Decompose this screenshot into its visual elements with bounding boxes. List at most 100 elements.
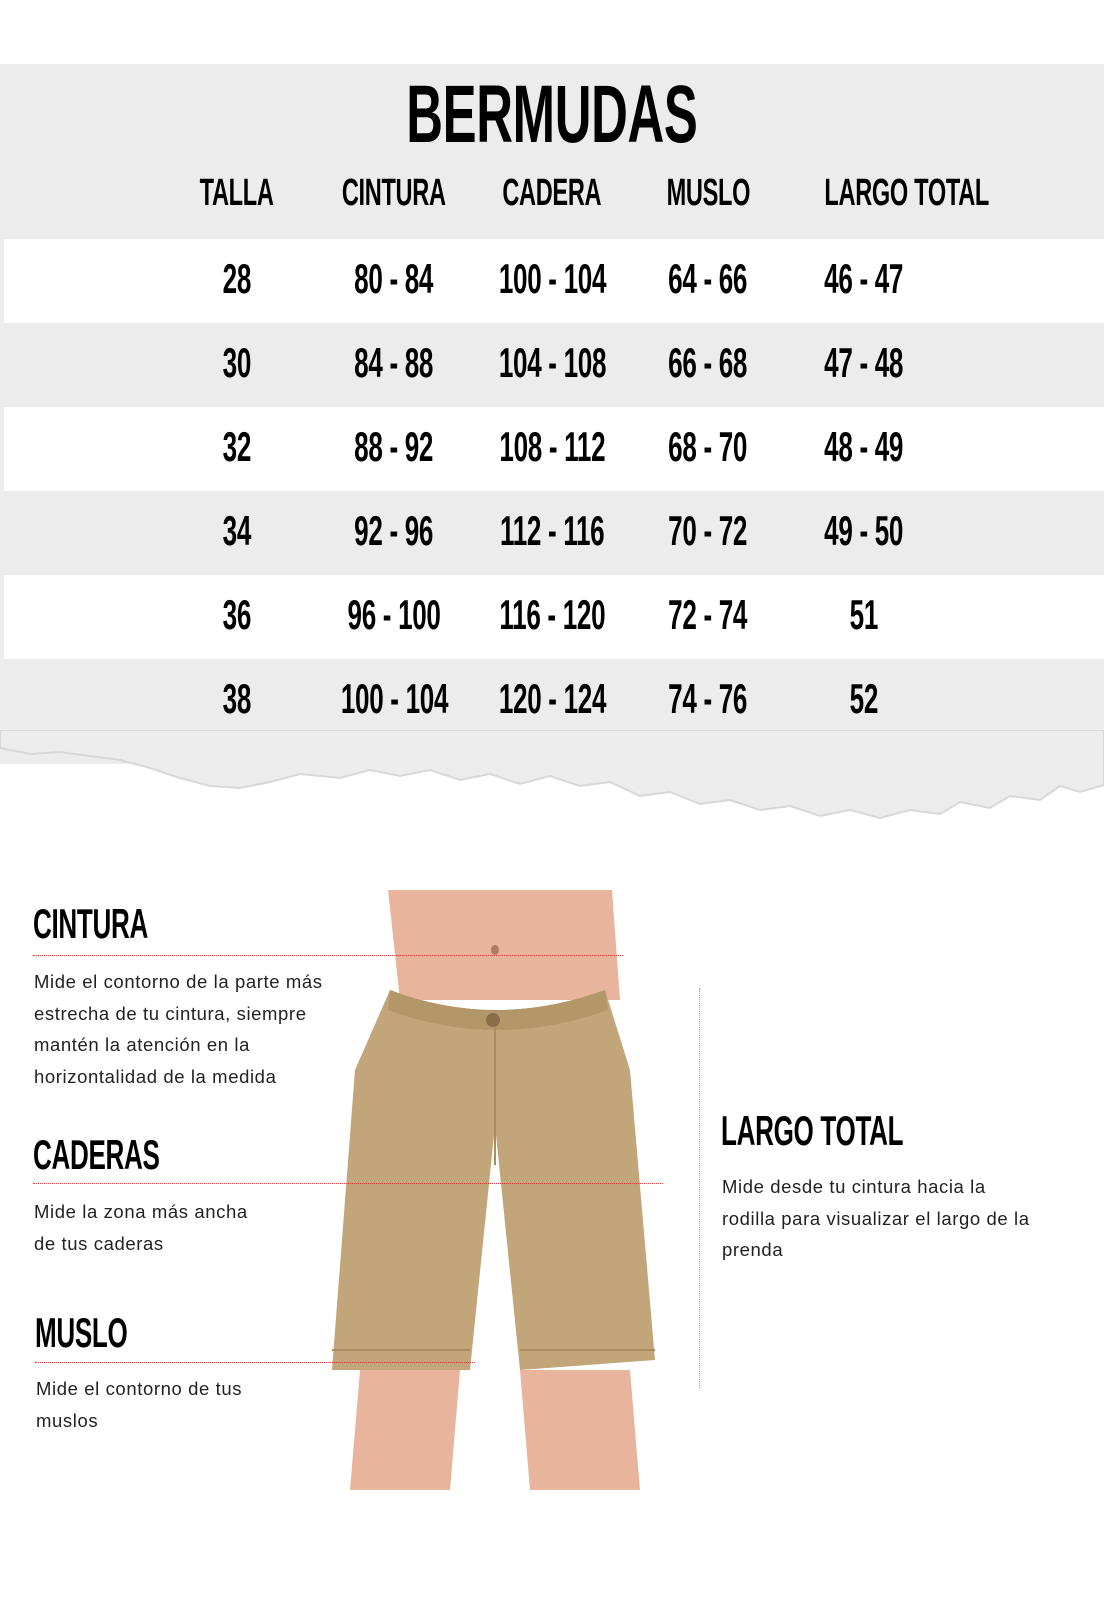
cell-text: 32 (222, 423, 252, 470)
heading-text: LARGO TOTAL (721, 1107, 904, 1154)
table-cell: 116 - 120 (462, 591, 642, 639)
cell-text: 47 - 48 (824, 339, 904, 386)
cell-text: 36 (222, 591, 252, 638)
table-cell: 80 - 84 (304, 255, 484, 303)
header-text: TALLA (200, 172, 274, 214)
table-cell: 100 - 104 (304, 675, 484, 723)
table-cell: 28 (147, 255, 327, 303)
table-cell: 72 - 74 (618, 591, 798, 639)
page-title: BERMUDAS (0, 68, 1104, 162)
cell-text: 120 - 124 (498, 675, 606, 722)
muslo-description: Mide el contorno de tus muslos (36, 1373, 242, 1436)
table-cell: 49 - 50 (774, 507, 954, 555)
table-cell: 70 - 72 (618, 507, 798, 555)
header-largo-total: LARGO TOTAL (774, 172, 989, 215)
cell-text: 51 (849, 591, 879, 638)
table-row: 34 92 - 96 112 - 116 70 - 72 49 - 50 (4, 491, 1104, 575)
cell-text: 48 - 49 (824, 423, 904, 470)
cell-text: 38 (222, 675, 252, 722)
table-cell: 88 - 92 (304, 423, 484, 471)
cell-text: 52 (849, 675, 879, 722)
table-row: 32 88 - 92 108 - 112 68 - 70 48 - 49 (4, 407, 1104, 491)
cell-text: 116 - 120 (499, 591, 605, 638)
cell-text: 84 - 88 (354, 339, 434, 386)
desc-line: mantén la atención en la (34, 1034, 250, 1055)
table-cell: 74 - 76 (618, 675, 798, 723)
largo-guide-line (699, 988, 700, 1388)
header-text: CINTURA (342, 172, 446, 214)
table-cell: 46 - 47 (774, 255, 954, 303)
table-cell: 38 (147, 675, 327, 723)
table-cell: 104 - 108 (462, 339, 642, 387)
cell-text: 30 (222, 339, 252, 386)
desc-line: de tus caderas (34, 1232, 164, 1254)
table-cell: 51 (774, 591, 954, 639)
desc-line: Mide desde tu cintura hacia la (722, 1176, 986, 1197)
torn-paper-edge (0, 730, 1104, 820)
table-cell: 52 (774, 675, 954, 723)
cell-text: 104 - 108 (498, 339, 606, 386)
heading-text: CINTURA (33, 900, 149, 947)
header-cadera: CADERA (462, 172, 642, 215)
desc-line: horizontalidad de la medida (34, 1065, 277, 1087)
title-text: BERMUDAS (406, 69, 698, 160)
caderas-description: Mide la zona más ancha de tus caderas (34, 1196, 248, 1259)
cell-text: 28 (222, 255, 252, 302)
cintura-guide-line (33, 955, 623, 956)
cintura-description: Mide el contorno de la parte más estrech… (34, 966, 323, 1092)
table-row: 30 84 - 88 104 - 108 66 - 68 47 - 48 (4, 323, 1104, 407)
largo-total-description: Mide desde tu cintura hacia la rodilla p… (722, 1171, 1030, 1266)
desc-line: rodilla para visualizar el largo de la (722, 1207, 1030, 1229)
desc-line: Mide el contorno de la parte más (34, 971, 323, 992)
table-cell: 84 - 88 (304, 339, 484, 387)
header-text: CADERA (502, 172, 602, 214)
heading-text: CADERAS (33, 1131, 160, 1178)
caderas-heading: CADERAS (33, 1131, 237, 1179)
cell-text: 66 - 68 (668, 339, 748, 386)
table-row: 38 100 - 104 120 - 124 74 - 76 52 (4, 659, 1104, 743)
cell-text: 74 - 76 (668, 675, 748, 722)
table-cell: 96 - 100 (304, 591, 484, 639)
cell-text: 100 - 104 (498, 255, 606, 302)
table-cell: 108 - 112 (462, 423, 642, 471)
table-cell: 48 - 49 (774, 423, 954, 471)
table-cell: 120 - 124 (462, 675, 642, 723)
table-cell: 34 (147, 507, 327, 555)
cell-text: 108 - 112 (499, 423, 605, 470)
header-text: LARGO TOTAL (824, 172, 989, 214)
cell-text: 92 - 96 (354, 507, 434, 554)
header-talla: TALLA (147, 172, 327, 215)
shorts-model-photo (332, 890, 655, 1490)
table-cell: 112 - 116 (462, 507, 642, 555)
header-cintura: CINTURA (304, 172, 484, 215)
header-text: MUSLO (666, 172, 750, 214)
desc-line: muslos (36, 1409, 99, 1431)
caderas-guide-line (33, 1183, 663, 1184)
cell-text: 100 - 104 (340, 675, 448, 722)
cell-text: 34 (222, 507, 252, 554)
cintura-heading: CINTURA (33, 900, 218, 948)
table-cell: 92 - 96 (304, 507, 484, 555)
heading-text: MUSLO (35, 1309, 128, 1356)
cell-text: 112 - 116 (499, 507, 605, 554)
desc-line: Mide el contorno de tus (36, 1378, 243, 1399)
header-muslo: MUSLO (618, 172, 798, 215)
cell-text: 88 - 92 (354, 423, 434, 470)
table-cell: 100 - 104 (462, 255, 642, 303)
table-cell: 32 (147, 423, 327, 471)
table-row: 36 96 - 100 116 - 120 72 - 74 51 (4, 575, 1104, 659)
cell-text: 96 - 100 (347, 591, 441, 638)
cell-text: 68 - 70 (668, 423, 748, 470)
cell-text: 64 - 66 (668, 255, 748, 302)
table-cell: 36 (147, 591, 327, 639)
table-row: 28 80 - 84 100 - 104 64 - 66 46 - 47 (4, 239, 1104, 323)
cell-text: 80 - 84 (354, 255, 434, 302)
table-cell: 66 - 68 (618, 339, 798, 387)
largo-total-heading: LARGO TOTAL (721, 1107, 1015, 1155)
cell-text: 46 - 47 (824, 255, 904, 302)
table-cell: 30 (147, 339, 327, 387)
cell-text: 72 - 74 (668, 591, 748, 638)
cell-text: 70 - 72 (668, 507, 748, 554)
desc-line: Mide la zona más ancha (34, 1201, 248, 1222)
table-cell: 68 - 70 (618, 423, 798, 471)
